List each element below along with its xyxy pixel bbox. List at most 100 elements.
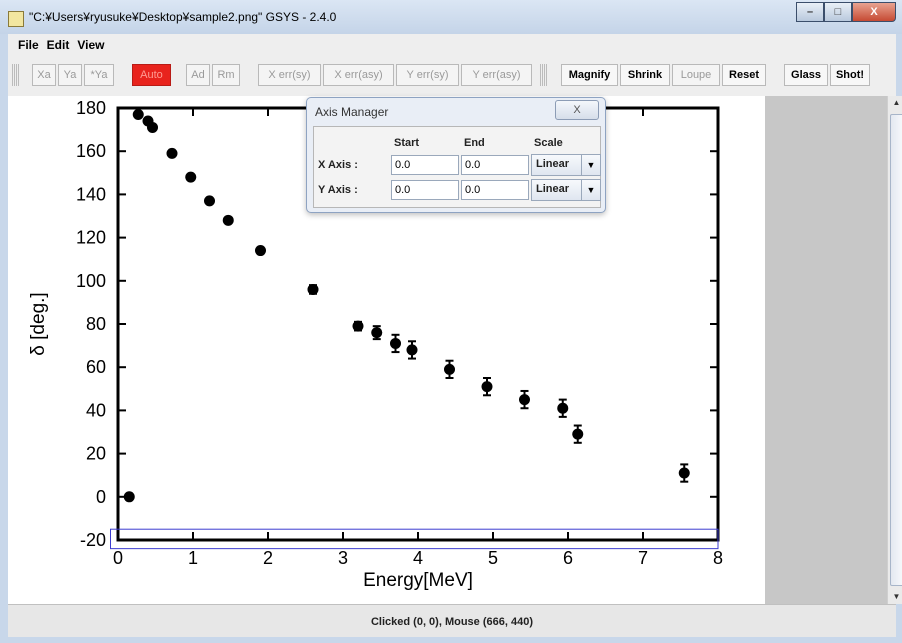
minimize-button[interactable]: – — [796, 2, 824, 22]
x-tick-label: 2 — [263, 548, 273, 568]
x-tick-label: 3 — [338, 548, 348, 568]
rm-button[interactable]: Rm — [212, 64, 240, 86]
toolbar: Xa Ya *Ya Auto Ad Rm X err(sy) X err(asy… — [8, 56, 896, 96]
scroll-thumb[interactable] — [890, 114, 902, 586]
selection-rectangle[interactable] — [110, 528, 719, 550]
data-point[interactable] — [352, 320, 364, 332]
dialog-title: Axis Manager — [315, 105, 389, 119]
y-tick-label: 120 — [76, 228, 106, 248]
glass-button[interactable]: Glass — [784, 64, 828, 86]
x-tick-label: 0 — [113, 548, 123, 568]
data-point[interactable] — [678, 467, 690, 479]
data-point[interactable] — [132, 108, 144, 120]
star-ya-button[interactable]: *Ya — [84, 64, 114, 86]
scroll-up-icon[interactable]: ▲ — [892, 98, 901, 107]
ad-button[interactable]: Ad — [186, 64, 210, 86]
x-tick-label: 6 — [563, 548, 573, 568]
y-err-asy-button[interactable]: Y err(asy) — [461, 64, 532, 86]
x-tick-label: 5 — [488, 548, 498, 568]
y-tick-label: 40 — [86, 400, 106, 420]
y-axis-label: δ [deg.] — [28, 292, 49, 355]
vertical-scrollbar[interactable]: ▲ ▼ — [887, 96, 902, 604]
close-button[interactable]: X — [852, 2, 896, 22]
app-icon — [8, 11, 24, 27]
data-point[interactable] — [185, 171, 197, 183]
status-bar: Clicked (0, 0), Mouse (666, 440) — [8, 604, 896, 637]
axis-manager-dialog[interactable]: Axis Manager X Start End Scale X Axis : … — [306, 97, 606, 213]
auto-button[interactable]: Auto — [132, 64, 171, 86]
data-point[interactable] — [519, 394, 530, 406]
x-axis-end-field[interactable]: 0.0 — [461, 155, 529, 175]
x-axis-start-field[interactable]: 0.0 — [391, 155, 459, 175]
y-tick-label: 80 — [86, 314, 106, 334]
x-axis-scale-value: Linear — [536, 158, 570, 170]
y-tick-label: 20 — [86, 444, 106, 464]
data-point[interactable] — [222, 214, 234, 226]
reset-button[interactable]: Reset — [722, 64, 766, 86]
data-point[interactable] — [255, 245, 266, 257]
x-tick-label: 8 — [713, 548, 723, 568]
data-point[interactable] — [123, 491, 135, 503]
x-axis-label: Energy[MeV] — [363, 570, 473, 591]
menu-bar: File Edit View — [8, 34, 896, 56]
y-axis-start-field[interactable]: 0.0 — [391, 180, 459, 200]
shot-button[interactable]: Shot! — [830, 64, 870, 86]
chevron-down-icon[interactable]: ▼ — [581, 155, 600, 175]
y-tick-label: 100 — [76, 271, 106, 291]
title-bar[interactable]: "C:¥Users¥ryusuke¥Desktop¥sample2.png" G… — [0, 0, 902, 34]
data-point[interactable] — [557, 402, 569, 414]
y-axis-end-field[interactable]: 0.0 — [461, 180, 529, 200]
maximize-button[interactable]: □ — [824, 2, 852, 22]
data-point[interactable] — [572, 428, 584, 440]
x-tick-label: 7 — [638, 548, 648, 568]
status-text: Clicked (0, 0), Mouse (666, 440) — [370, 616, 533, 628]
data-point[interactable] — [481, 381, 493, 393]
data-point[interactable] — [147, 121, 158, 133]
menu-edit[interactable]: Edit — [46, 38, 70, 52]
x-axis-label: X Axis : — [318, 159, 358, 171]
data-point[interactable] — [406, 344, 418, 356]
y-tick-label: -20 — [80, 530, 106, 550]
window-title: "C:¥Users¥ryusuke¥Desktop¥sample2.png" G… — [29, 10, 337, 24]
y-tick-label: 160 — [76, 141, 106, 161]
data-point[interactable] — [204, 195, 215, 207]
data-point[interactable] — [166, 147, 178, 159]
plot-canvas[interactable]: 0 1 2 3 4 5 6 7 8 -20 0 20 40 60 80 100 120 140 160 180 Ener… — [8, 96, 765, 604]
y-axis-label: Y Axis : — [318, 184, 358, 196]
ya-button[interactable]: Ya — [58, 64, 82, 86]
window-controls: – □ X — [796, 2, 896, 22]
loupe-button[interactable]: Loupe — [672, 64, 720, 86]
toolbar-grip-2[interactable] — [540, 64, 548, 86]
y-err-sy-button[interactable]: Y err(sy) — [396, 64, 459, 86]
data-point[interactable] — [371, 327, 383, 339]
x-err-sy-button[interactable]: X err(sy) — [258, 64, 321, 86]
axis-panel: Start End Scale X Axis : 0.0 0.0 Linear … — [313, 126, 601, 208]
x-tick-label: 1 — [188, 548, 198, 568]
toolbar-grip[interactable] — [12, 64, 20, 86]
magnify-button[interactable]: Magnify — [561, 64, 618, 86]
canvas-background — [765, 96, 887, 604]
data-point[interactable] — [444, 363, 455, 375]
data-point[interactable] — [307, 283, 319, 295]
chevron-down-icon[interactable]: ▼ — [581, 180, 600, 200]
y-tick-label: 180 — [76, 98, 106, 118]
x-axis-scale-select[interactable]: Linear ▼ — [531, 154, 601, 176]
x-err-asy-button[interactable]: X err(asy) — [323, 64, 394, 86]
xa-button[interactable]: Xa — [32, 64, 56, 86]
header-start: Start — [394, 137, 420, 149]
y-tick-label: 60 — [86, 357, 106, 377]
x-tick-label: 4 — [413, 548, 423, 568]
header-scale: Scale — [534, 137, 563, 149]
menu-file[interactable]: File — [18, 38, 39, 52]
y-axis-scale-value: Linear — [536, 183, 570, 195]
y-tick-label: 140 — [76, 184, 106, 204]
menu-view[interactable]: View — [77, 38, 105, 52]
shrink-button[interactable]: Shrink — [620, 64, 670, 86]
header-end: End — [464, 137, 485, 149]
scroll-down-icon[interactable]: ▼ — [892, 592, 901, 601]
dialog-close-button[interactable]: X — [555, 100, 599, 120]
y-axis-scale-select[interactable]: Linear ▼ — [531, 179, 601, 201]
y-tick-label: 0 — [96, 487, 106, 507]
data-point[interactable] — [390, 337, 401, 349]
